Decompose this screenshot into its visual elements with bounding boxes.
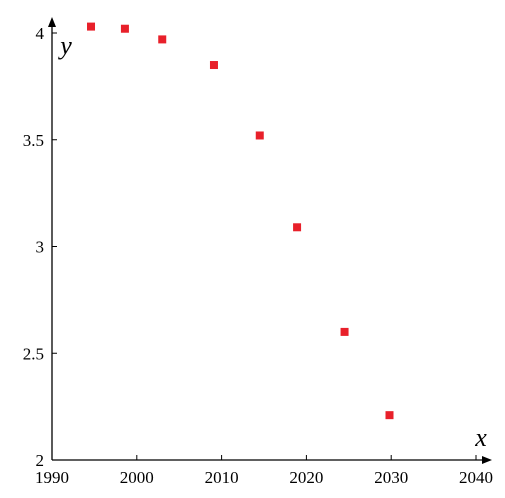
y-tick-label: 3.5	[23, 131, 44, 150]
x-axis: 1990 2000 2010 2020 2030 2040 x	[35, 423, 493, 487]
data-point	[209, 61, 218, 70]
data-points	[87, 22, 394, 420]
y-axis: 2 2.5 3 3.5 4 y	[23, 17, 72, 470]
x-tick-label: 2040	[459, 468, 493, 487]
data-point	[340, 327, 349, 336]
y-axis-label: y	[57, 31, 72, 60]
y-tick-label: 2.5	[23, 344, 44, 363]
x-axis-label: x	[474, 423, 487, 452]
x-tick-label: 2000	[120, 468, 154, 487]
data-point	[120, 24, 129, 33]
y-tick-label: 3	[36, 238, 45, 257]
data-point	[293, 223, 302, 232]
x-tick-label: 1990	[35, 468, 69, 487]
x-tick-label: 2020	[289, 468, 323, 487]
x-tick-label: 2010	[205, 468, 239, 487]
x-tick-label: 2030	[374, 468, 408, 487]
data-point	[158, 35, 167, 44]
x-axis-arrow	[482, 456, 492, 464]
data-point	[87, 22, 96, 31]
y-tick-label: 4	[36, 24, 45, 43]
y-axis-arrow	[48, 17, 56, 27]
data-point	[385, 411, 394, 420]
y-tick-label: 2	[36, 451, 45, 470]
data-point	[255, 131, 264, 140]
